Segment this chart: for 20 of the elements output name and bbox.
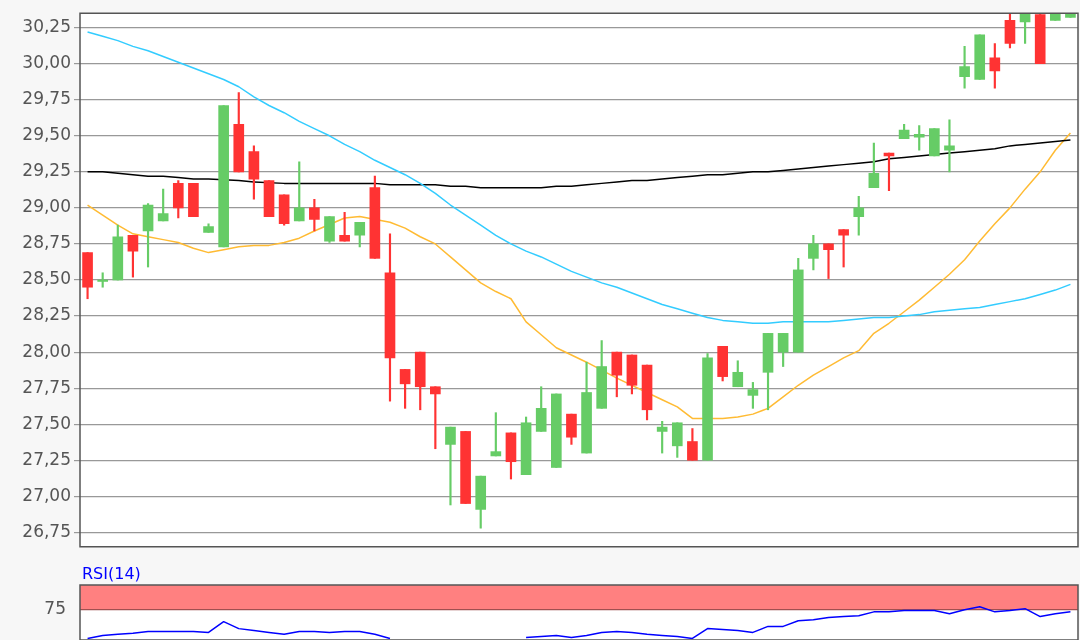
text: 75 [44, 598, 66, 619]
y-tick-label: 28,00 [22, 340, 71, 361]
y-tick-label: 30,25 [22, 16, 71, 37]
y-tick-label: 28,25 [22, 304, 71, 325]
candlestick [823, 243, 834, 279]
y-tick-label: 29,75 [22, 88, 71, 109]
y-tick-label: 27,50 [22, 412, 71, 433]
y-tick-label: 29,50 [22, 124, 71, 145]
candlestick [445, 426, 456, 506]
y-tick-label: 29,00 [22, 196, 71, 217]
y-tick-label: 28,75 [22, 232, 71, 253]
y-tick-label: 27,00 [22, 484, 71, 505]
y-tick-label: 26,75 [22, 520, 71, 541]
y-tick-label: 27,25 [22, 448, 71, 469]
chart-title: RSI(14) [82, 564, 141, 584]
y-tick-label: 30,00 [22, 52, 71, 73]
y-tick-label: 28,50 [22, 268, 71, 289]
candlestick [944, 119, 955, 173]
y-tick-label: 27,75 [22, 376, 71, 397]
y-tick-label: 29,25 [22, 160, 71, 181]
